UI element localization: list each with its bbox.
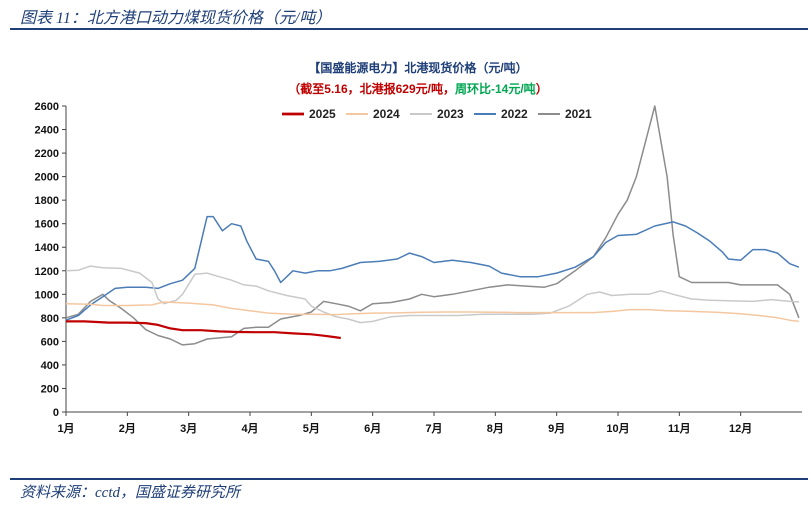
x-tick-label: 4月 — [241, 422, 258, 435]
x-tick-label: 12月 — [729, 422, 752, 435]
y-tick-label: 2200 — [35, 148, 59, 160]
x-tick-label: 3月 — [180, 422, 197, 435]
legend: 2025 2024 2023 2022 2021 — [282, 107, 592, 121]
x-tick-label: 6月 — [364, 422, 381, 435]
y-tick-label: 800 — [41, 313, 59, 325]
x-tick-label: 10月 — [606, 422, 629, 435]
y-tick-label: 1200 — [35, 266, 59, 278]
chart-subtitle: （截至5.16，北港报629元/吨，周环比-14元/吨） — [288, 81, 547, 96]
price-chart: 【国盛能源电力】北港现货价格（元/吨） （截至5.16，北港报629元/吨，周环… — [35, 60, 802, 435]
series-line-2024 — [65, 301, 799, 323]
axes: 0 200 400 600 800 1000 1200 1400 1600 1800 2000 220… — [35, 101, 802, 435]
x-tick-label: 2月 — [119, 422, 136, 435]
y-tick-label: 1600 — [35, 219, 59, 231]
legend-item-2025: 2025 — [282, 107, 336, 121]
series-layer — [65, 105, 800, 346]
chart-title: 【国盛能源电力】北港现货价格（元/吨） — [308, 60, 527, 75]
y-tick-label: 1400 — [35, 242, 59, 254]
bottom-rule — [10, 478, 808, 480]
legend-item-2022: 2022 — [474, 107, 528, 121]
figure-source: 资料来源：cctd，国盛证券研究所 — [20, 485, 240, 501]
legend-label: 2023 — [437, 107, 464, 121]
x-tick-label: 5月 — [303, 422, 320, 435]
y-tick-label: 1800 — [35, 195, 59, 207]
x-tick-label: 1月 — [57, 422, 74, 435]
subtitle-part2: 周环比-14元/吨 — [455, 81, 536, 96]
x-tick-label: 7月 — [425, 422, 442, 435]
y-tick-label: 2000 — [35, 172, 59, 184]
x-tick-label: 11月 — [668, 422, 691, 435]
x-tick-label: 9月 — [548, 422, 565, 435]
y-tick-label: 400 — [41, 360, 59, 372]
legend-item-2024: 2024 — [346, 107, 400, 121]
top-rule — [10, 28, 808, 30]
legend-label: 2021 — [565, 107, 592, 121]
figure-header: 图表 11：北方港口动力煤现货价格（元/吨） — [0, 0, 811, 28]
legend-label: 2024 — [373, 107, 400, 121]
series-line-2022 — [65, 215, 800, 321]
y-tick-label: 200 — [41, 383, 59, 395]
subtitle-part3: ） — [536, 81, 548, 96]
subtitle-part1: （截至5.16，北港报629元/吨， — [288, 81, 455, 96]
legend-item-2023: 2023 — [410, 107, 464, 121]
series-line-2025 — [66, 320, 341, 340]
y-tick-label: 1000 — [35, 289, 59, 301]
legend-item-2021: 2021 — [538, 107, 592, 121]
y-tick-label: 0 — [53, 407, 59, 419]
y-tick-label: 2400 — [35, 125, 59, 137]
y-tick-label: 2600 — [35, 101, 59, 113]
figure-caption: 图表 11：北方港口动力煤现货价格（元/吨） — [20, 10, 332, 27]
y-tick-label: 600 — [41, 336, 59, 348]
legend-label: 2025 — [309, 107, 336, 121]
x-tick-label: 8月 — [487, 422, 504, 435]
series-line-2023 — [65, 265, 799, 324]
legend-label: 2022 — [501, 107, 528, 121]
series-line-2021 — [65, 105, 800, 346]
